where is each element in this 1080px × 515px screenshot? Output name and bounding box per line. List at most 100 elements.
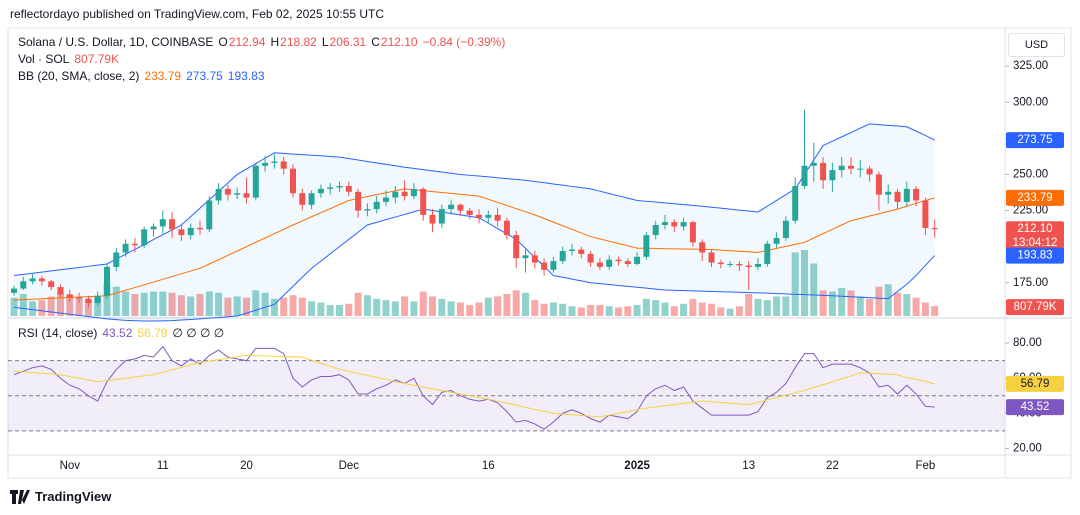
candle-body [634,256,641,264]
candle-body [215,188,222,201]
candle-body [894,191,901,202]
volume-bar [429,296,436,316]
candle-body [457,204,464,211]
volume-bar [577,307,585,316]
candle-body [243,193,250,198]
candle-body [38,278,45,282]
candle-body [820,162,827,181]
volume-bar [549,302,557,316]
rsi-title: RSI (14, close) [18,326,98,340]
volume-bar [754,298,762,316]
candle-body [476,214,482,218]
volume-bar [94,297,102,316]
volume-bar [456,302,464,316]
y-tick-label: 300.00 [1013,96,1048,108]
volume-bar [819,290,827,316]
volume-bar [466,305,474,316]
volume-bar [475,302,483,316]
volume-bar [596,305,604,316]
candle-body [875,174,882,195]
candle-body [94,295,101,303]
volume-bar [168,292,176,316]
rsi-value: 43.52 [102,326,133,340]
candle-body [76,297,83,299]
volume-bar [75,298,83,316]
volume-bar [215,292,223,316]
volume-bar [261,292,269,316]
candle-body [755,264,761,267]
volume-bar [326,305,334,316]
bb-line [13,123,935,277]
bb-name: BB (20, SMA, close, 2) [18,69,140,83]
volume-bar [19,294,27,316]
volume-bar [921,302,929,316]
candle-body [234,193,241,195]
logo [10,489,30,504]
candle-body [606,259,613,267]
bb-legend: BB (20, SMA, close, 2) 233.79 273.75 193.83 [18,69,270,83]
volume-bar [661,302,669,316]
candle-body [122,243,129,253]
candle-body [401,191,408,197]
candle-body [801,165,808,186]
publisher: reflectordayo published on TradingView.c… [10,7,385,21]
bb-mid-badge-text: 233.79 [1017,192,1052,204]
candle-body [662,222,668,225]
candle-body [438,209,445,224]
x-tick-label: 13 [742,460,755,472]
x-tick-label: 20 [240,460,253,472]
candle-body [578,249,585,254]
volume-bar [308,301,316,316]
rsi-legend: RSI (14, close) 43.52 56.79 ∅ ∅ ∅ ∅ [18,326,229,340]
candle-body [624,261,631,264]
candle-body [336,186,343,188]
x-tick-label: 2025 [624,460,650,472]
volume-bar [503,294,511,316]
y-tick-label: 225.00 [1013,205,1048,217]
volume-bar [270,298,278,316]
volume-bar [726,308,734,316]
currency-button[interactable]: USD [1008,33,1065,57]
bb-upper-badge [1006,132,1064,149]
bb-line [13,188,935,301]
candle-body [792,186,799,221]
candle-body [429,214,436,224]
rsi-extras: ∅ ∅ ∅ ∅ [172,326,225,340]
candle-body [689,222,696,243]
volume-bar [159,291,167,316]
candle-body [150,226,157,230]
volume-bar [884,284,892,316]
volume-bar [708,303,715,316]
ohlc-value: 218.82 [280,35,317,49]
candle-body [829,170,836,181]
volume-value: 807.79K [74,52,120,66]
x-tick-label: Dec [339,460,360,472]
candle-body [373,201,380,210]
volume-bar [419,291,427,316]
candle-body [317,188,324,194]
volume-bar [224,297,232,316]
candle-body [178,229,185,236]
rsi-value: 56.79 [137,326,168,340]
candle-body [206,200,213,230]
bb-lower-badge [1006,247,1064,264]
bb-fill [14,123,935,322]
candle-body [299,193,306,205]
volume-bar [438,298,446,316]
candle-body [280,161,287,169]
candle-body [857,168,864,170]
y-tick-label: 20.00 [1013,443,1042,455]
candle-body [113,252,120,267]
volume-bar [66,295,74,316]
volume-bar [540,303,548,316]
candle-body [513,235,520,259]
candle-body [169,219,176,230]
volume-bar [410,301,418,316]
volume-bar [782,296,790,316]
candle-body [680,222,687,227]
ohlc-label: C [371,35,380,49]
volume-bar [345,303,353,316]
candle-body [485,214,492,218]
candle-body [494,214,501,221]
volume-bar [559,303,567,316]
